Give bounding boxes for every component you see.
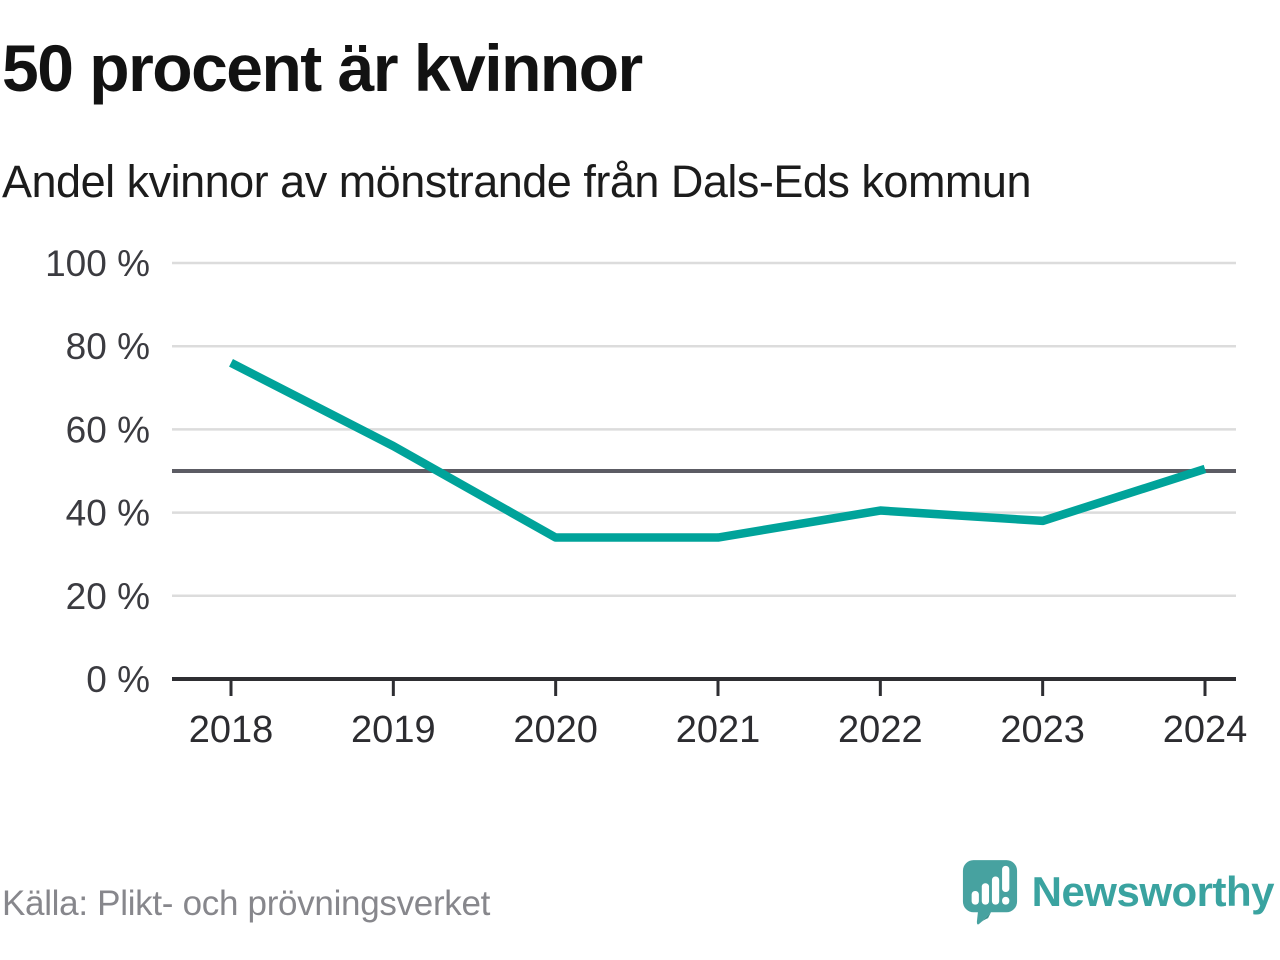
logo-exclamation-dot	[1001, 896, 1009, 905]
x-tick-label-2018: 2018	[189, 709, 274, 751]
x-tick-label-2019: 2019	[351, 709, 436, 751]
x-tick-label-2021: 2021	[676, 709, 761, 751]
newsworthy-logo: Newsworthy	[961, 858, 1275, 926]
y-tick-label-80: 80 %	[66, 326, 150, 367]
logo-bar-1	[971, 891, 979, 905]
y-tick-label-60: 60 %	[66, 409, 150, 450]
source-text: Källa: Plikt- och prövningsverket	[2, 884, 491, 923]
chart-subtitle: Andel kvinnor av mönstrande från Dals-Ed…	[2, 156, 1031, 207]
x-tick-label-2020: 2020	[513, 709, 598, 751]
y-tick-label-100: 100 %	[45, 243, 150, 284]
y-tick-label-0: 0 %	[86, 659, 150, 700]
y-tick-label-40: 40 %	[66, 493, 150, 534]
y-tick-label-20: 20 %	[66, 576, 150, 617]
logo-exclamation-bar	[1001, 865, 1009, 892]
newsworthy-logo-text: Newsworthy	[1031, 868, 1275, 915]
x-tick-label-2024: 2024	[1163, 709, 1248, 751]
series-line	[229, 359, 1207, 542]
newsworthy-logo-icon	[962, 860, 1017, 925]
logo-bar-3	[991, 876, 999, 905]
x-tick-label-2022: 2022	[838, 709, 923, 751]
line-chart: 2018 2019 2020 2021 2022 2023 2024 0 % 20 % 40 % 6…	[45, 243, 1248, 751]
x-tick-label-2023: 2023	[1000, 709, 1085, 751]
logo-bar-2	[981, 883, 989, 905]
chart-title: 50 procent är kvinnor	[2, 31, 643, 105]
